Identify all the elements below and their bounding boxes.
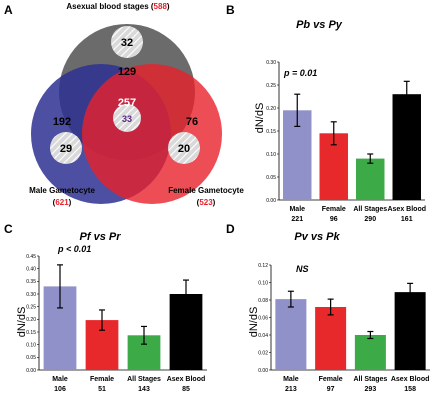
y-tick-label: 0.15 (26, 330, 36, 336)
y-tick-label: 0.05 (26, 355, 36, 361)
y-tick-label: 0.20 (266, 106, 276, 112)
x-count-label: 221 (291, 216, 303, 223)
venn-inner-circle-right (168, 132, 200, 164)
x-category-label: Female (322, 206, 346, 213)
y-tick-label: 0.25 (26, 304, 36, 310)
chart-title-c: Pf vs Pr (80, 231, 122, 243)
y-tick-label: 0.00 (258, 368, 268, 374)
x-category-label: All Stages (127, 376, 161, 383)
y-axis-label-d: dN/dS (248, 307, 260, 338)
y-tick-label: 0.25 (266, 83, 276, 89)
x-count-label: 293 (365, 386, 377, 393)
x-category-label: Asex Blood (167, 376, 206, 383)
venn-inner-circle-center (113, 104, 141, 132)
chart-title-d: Pv vs Pk (294, 231, 340, 243)
y-tick-label: 0.30 (26, 292, 36, 298)
y-tick-label: 0.00 (266, 198, 276, 204)
x-category-label: Asex Blood (391, 376, 430, 383)
x-category-label: All Stages (353, 376, 387, 383)
venn-value-right-circle: 20 (178, 143, 190, 155)
y-tick-label: 0.45 (26, 254, 36, 260)
y-tick-label: 0.15 (266, 129, 276, 135)
bar (356, 158, 385, 200)
x-count-label: 51 (98, 386, 106, 393)
x-category-label: Male (289, 206, 305, 213)
chart-panel-d: D Pv vs Pk dN/dS NS 0.00 0.02 0.04 0.06 0.08… (226, 222, 430, 393)
x-category-label: All Stages (353, 206, 387, 213)
y-tick-label: 0.02 (258, 350, 268, 356)
venn-inner-circle-left (50, 132, 82, 164)
y-tick-label: 0.40 (26, 266, 36, 272)
venn-panel: A Asexual blood stages (588) Male Gameto… (4, 2, 244, 207)
bar (394, 292, 426, 370)
y-tick-label: 0.30 (266, 60, 276, 66)
y-tick-label: 0.10 (258, 280, 268, 286)
venn-value-left-circle: 29 (60, 143, 72, 155)
x-count-label: 143 (138, 386, 150, 393)
venn-title-male: Male Gametocyte (29, 186, 95, 195)
venn-title-asexual: Asexual blood stages (588) (66, 2, 170, 11)
y-tick-label: 0.35 (26, 279, 36, 285)
y-tick-label: 0.04 (258, 333, 268, 339)
panel-label-d: D (226, 222, 235, 236)
x-count-label: 290 (364, 216, 376, 223)
chart-panel-c: C Pf vs Pr dN/dS p < 0.01 0.00 0.05 0.10 0.… (4, 222, 207, 393)
x-category-label: Male (52, 376, 68, 383)
venn-count-male: (621) (53, 198, 72, 207)
x-category-label: Male (283, 376, 299, 383)
x-category-label: Asex Blood (387, 206, 426, 213)
venn-circle-female (82, 64, 222, 204)
venn-value-center: 257 (118, 97, 136, 109)
chart-panel-b: B Pb vs Py dN/dS p = 0.01 0.00 0.05 0.10 0.… (226, 3, 426, 223)
venn-count-female: (523) (197, 198, 216, 207)
x-count-label: 97 (327, 386, 335, 393)
x-category-label: Female (319, 376, 343, 383)
x-count-label: 158 (404, 386, 416, 393)
x-count-label: 85 (182, 386, 190, 393)
bar (315, 307, 347, 370)
y-axis-label-c: dN/dS (16, 307, 28, 338)
panel-label-a: A (4, 3, 13, 17)
venn-value-left-only: 192 (53, 116, 71, 128)
venn-value-top-only: 129 (118, 66, 136, 78)
y-axis-label-b: dN/dS (254, 103, 266, 134)
x-count-label: 96 (330, 216, 338, 223)
venn-value-center-circle: 33 (122, 114, 132, 124)
chart-annotation-b: p = 0.01 (283, 68, 317, 78)
y-tick-label: 0.08 (258, 298, 268, 304)
x-count-label: 161 (401, 216, 413, 223)
y-tick-label: 0.10 (26, 342, 36, 348)
bar (392, 94, 421, 200)
panel-label-c: C (4, 222, 13, 236)
y-tick-label: 0.06 (258, 315, 268, 321)
y-tick-label: 0.12 (258, 263, 268, 269)
bar (354, 335, 386, 370)
y-tick-label: 0.05 (266, 175, 276, 181)
venn-value-top-circle: 32 (121, 37, 133, 49)
chart-title-b: Pb vs Py (296, 19, 343, 31)
chart-annotation-d: NS (296, 264, 309, 274)
venn-value-right-only: 76 (186, 116, 198, 128)
bar (275, 299, 307, 370)
x-count-label: 213 (285, 386, 297, 393)
y-tick-label: 0.20 (26, 317, 36, 323)
panel-label-b: B (226, 3, 235, 17)
venn-inner-circle-top (111, 26, 143, 58)
y-tick-label: 0.10 (266, 152, 276, 158)
y-tick-label: 0.00 (26, 368, 36, 374)
x-count-label: 106 (54, 386, 66, 393)
x-category-label: Female (90, 376, 114, 383)
chart-annotation-c: p < 0.01 (57, 244, 91, 254)
venn-title-female: Female Gametocyte (168, 186, 244, 195)
